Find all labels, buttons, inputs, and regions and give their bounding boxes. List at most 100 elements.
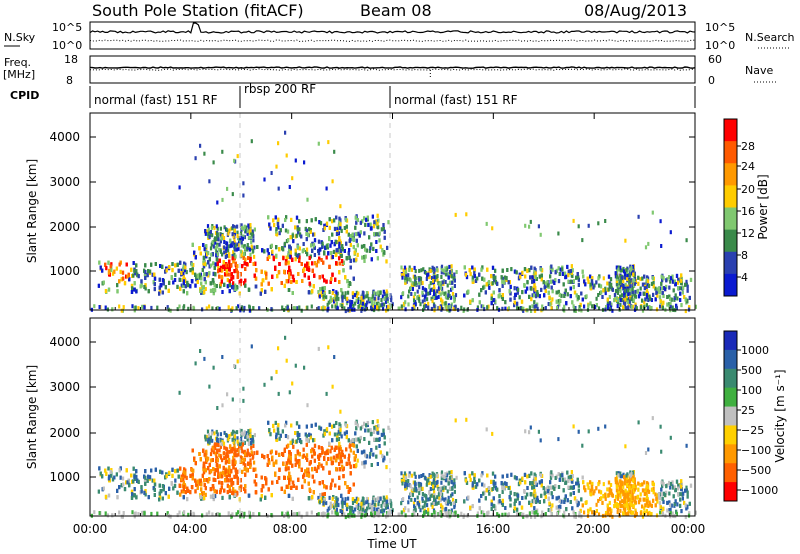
scatter-cell: [241, 250, 244, 255]
scatter-cell: [199, 143, 202, 148]
scatter-cell: [531, 293, 534, 298]
scatter-cell: [330, 240, 333, 245]
scatter-cell: [323, 250, 326, 255]
scatter-cell: [323, 278, 326, 283]
scatter-cell: [271, 249, 274, 254]
scatter-cell: [180, 283, 183, 288]
scatter-cell: [339, 218, 342, 223]
scatter-cell: [352, 304, 355, 308]
scatter-cell: [523, 283, 526, 288]
scatter-cell: [381, 302, 384, 307]
scatter-cell: [578, 305, 581, 309]
nsky-label: N.Sky: [4, 31, 36, 44]
scatter-cell: [174, 263, 177, 268]
scatter-cell: [530, 297, 533, 302]
scatter-cell: [233, 269, 236, 274]
scatter-cell: [448, 264, 451, 269]
scatter-cell: [306, 267, 309, 271]
scatter-cell: [488, 285, 491, 290]
scatter-cell: [233, 238, 236, 243]
scatter-cell: [605, 305, 608, 309]
scatter-cell: [304, 263, 307, 268]
scatter-cell: [474, 278, 478, 283]
scatter-cell: [244, 246, 247, 251]
scatter-cell: [182, 279, 186, 284]
power-colorbar: 28 24 20 16 12 8 4 Power [dB]: [723, 118, 770, 297]
scatter-cell: [247, 235, 250, 240]
station-title: South Pole Station (fitACF): [92, 1, 304, 20]
scatter-cell: [630, 268, 633, 273]
scatter-cell: [219, 265, 223, 270]
scatter-cell: [333, 226, 337, 231]
scatter-cell: [306, 261, 309, 266]
scatter-cell: [677, 286, 680, 291]
scatter-cell: [223, 240, 226, 244]
scatter-cell: [326, 302, 329, 307]
scatter-cell: [313, 245, 316, 250]
scatter-cell: [378, 238, 381, 243]
scatter-cell: [247, 287, 251, 292]
scatter-cell: [575, 293, 578, 298]
scatter-cell: [469, 272, 472, 277]
scatter-cell: [409, 286, 412, 291]
scatter-cell: [682, 285, 685, 290]
scatter-cell: [101, 268, 104, 273]
scatter-cell: [341, 303, 344, 308]
scatter-cell: [591, 281, 594, 286]
scatter-cell: [566, 292, 569, 297]
scatter-cell: [250, 235, 253, 240]
scatter-cell: [538, 294, 541, 299]
scatter-cell: [576, 272, 579, 276]
scatter-cell: [187, 283, 190, 288]
scatter-cell: [549, 270, 553, 274]
scatter-cell: [132, 273, 135, 278]
scatter-cell: [567, 279, 570, 284]
scatter-cell: [204, 229, 207, 233]
scatter-cell: [351, 291, 355, 296]
scatter-cell: [410, 292, 413, 296]
scatter-cell: [230, 241, 233, 246]
scatter-cell: [191, 267, 194, 272]
nave-right-tick-top: 60: [708, 53, 722, 66]
scatter-cell: [203, 151, 206, 156]
scatter-cell: [183, 304, 186, 309]
scatter-cell: [688, 305, 691, 310]
scatter-cell: [606, 297, 609, 302]
scatter-cell: [191, 270, 194, 275]
scatter-cell: [205, 244, 208, 248]
power-ytick-3000: 3000: [49, 175, 80, 189]
scatter-cell: [550, 264, 553, 269]
noise-left-tick-top: 10^5: [52, 21, 82, 34]
scatter-cell: [649, 296, 652, 301]
scatter-cell: [288, 272, 291, 276]
scatter-cell: [297, 253, 300, 258]
scatter-cell: [412, 274, 415, 279]
scatter-cell: [300, 234, 303, 239]
scatter-cell: [429, 269, 432, 273]
scatter-cell: [548, 295, 551, 300]
scatter-cell: [639, 277, 642, 282]
scatter-cell: [327, 140, 330, 145]
scatter-cell: [675, 306, 678, 311]
scatter-cell: [194, 272, 197, 277]
scatter-cell: [496, 281, 499, 286]
scatter-cell: [270, 171, 273, 175]
nave-label: Nave: [745, 64, 773, 77]
scatter-cell: [262, 278, 265, 283]
scatter-cell: [520, 299, 524, 304]
scatter-cell: [410, 283, 413, 288]
scatter-cell: [236, 154, 239, 159]
scatter-cell: [452, 306, 455, 311]
scatter-cell: [292, 306, 295, 311]
scatter-cell: [411, 287, 414, 291]
scatter-cell: [246, 243, 249, 247]
scatter-cell: [160, 283, 163, 288]
scatter-cell: [385, 293, 388, 298]
scatter-cell: [526, 280, 529, 285]
scatter-cell: [371, 214, 374, 219]
scatter-cell: [449, 295, 453, 300]
scatter-cell: [216, 306, 219, 311]
scatter-cell: [685, 298, 689, 303]
power-ytick-2000: 2000: [49, 220, 80, 234]
scatter-cell: [116, 289, 119, 294]
